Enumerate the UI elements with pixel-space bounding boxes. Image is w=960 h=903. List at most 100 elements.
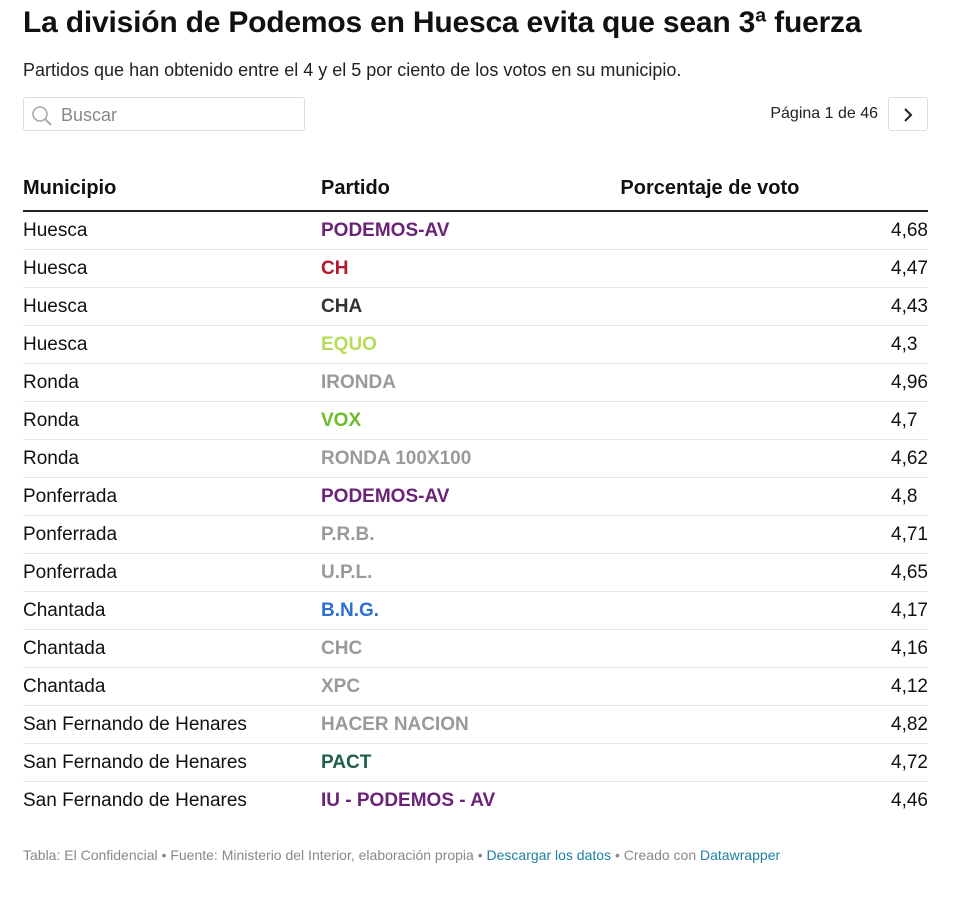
subtitle: Partidos que han obtenido entre el 4 y e… xyxy=(23,60,682,80)
partido-cell: CHC xyxy=(321,629,621,668)
porcentaje-cell: 4,12 xyxy=(620,667,928,706)
table-row: Ponferrada PODEMOS-AV 4,8 xyxy=(23,477,928,516)
municipio-cell: Ronda xyxy=(23,401,321,440)
table-row: Huesca CHA 4,43 xyxy=(23,287,928,326)
table-row: Chantada XPC 4,12 xyxy=(23,667,928,706)
porcentaje-value: 4,65 xyxy=(891,561,928,583)
porcentaje-cell: 4,16 xyxy=(620,629,928,668)
chevron-icon xyxy=(904,108,913,122)
porcentaje-cell: 4,71 xyxy=(620,515,928,554)
porcentaje-cell: 4,3 xyxy=(620,325,928,364)
table-row: Ronda IRONDA 4,96 xyxy=(23,363,928,402)
table-row: Huesca CH 4,47 xyxy=(23,249,928,288)
municipio-cell: Ponferrada xyxy=(23,515,321,554)
municipio-cell: Chantada xyxy=(23,629,321,668)
table-row: Ronda RONDA 100X100 4,62 xyxy=(23,439,928,478)
municipio-cell: San Fernando de Henares xyxy=(23,743,321,782)
partido-cell: PACT xyxy=(321,743,621,782)
partido-cell: CHA xyxy=(321,287,621,326)
column-header: Municipio xyxy=(23,166,321,212)
separator: • xyxy=(161,847,167,863)
porcentaje-value: 4,8 xyxy=(891,485,918,507)
table-row: San Fernando de Henares HACER NACION 4,82 xyxy=(23,705,928,744)
table-row: San Fernando de Henares PACT 4,72 xyxy=(23,743,928,782)
porcentaje-cell: 4,17 xyxy=(620,591,928,630)
partido-cell: B.N.G. xyxy=(321,591,621,630)
municipio-cell: Chantada xyxy=(23,591,321,630)
search-box[interactable]: Buscar xyxy=(23,97,305,131)
municipio-cell: Huesca xyxy=(23,287,321,326)
partido-cell: PODEMOS-AV xyxy=(321,211,621,250)
column-header: Porcentaje de voto xyxy=(620,166,928,212)
table-row: Chantada CHC 4,16 xyxy=(23,629,928,668)
porcentaje-value: 4,62 xyxy=(891,447,928,469)
porcentaje-cell: 4,96 xyxy=(620,363,928,402)
porcentaje-value: 4,7 xyxy=(891,409,918,431)
table-row: Huesca EQUO 4,3 xyxy=(23,325,928,364)
porcentaje-value: 4,43 xyxy=(891,295,928,317)
tool-link[interactable]: Datawrapper xyxy=(700,847,781,863)
table-body: Huesca PODEMOS-AV 4,68 Huesca CH 4,47 Huesca CH… xyxy=(23,211,928,819)
porcentaje-value: 4,46 xyxy=(891,789,928,811)
porcentaje-cell: 4,72 xyxy=(620,743,928,782)
footer-text: Creado con xyxy=(623,847,697,863)
porcentaje-value: 4,16 xyxy=(891,637,928,659)
municipio-cell: Ronda xyxy=(23,439,321,478)
porcentaje-value: 4,72 xyxy=(891,751,928,773)
footer-text: Fuente: Ministerio del Interior, elabora… xyxy=(170,847,474,863)
municipio-cell: Ponferrada xyxy=(23,477,321,516)
partido-cell: CH xyxy=(321,249,621,288)
porcentaje-cell: 4,62 xyxy=(620,439,928,478)
porcentaje-value: 4,12 xyxy=(891,675,928,697)
separator: • xyxy=(614,847,620,863)
column-header: Partido xyxy=(321,166,621,212)
porcentaje-cell: 4,68 xyxy=(620,211,928,250)
search-icon xyxy=(32,106,52,126)
porcentaje-cell: 4,82 xyxy=(620,705,928,744)
municipio-cell: Huesca xyxy=(23,211,321,250)
table-row: Ronda VOX 4,7 xyxy=(23,401,928,440)
partido-cell: IRONDA xyxy=(321,363,621,402)
municipio-cell: Huesca xyxy=(23,325,321,364)
next-page-button[interactable] xyxy=(888,97,928,131)
footer: Tabla: El Confidencial • Fuente: Ministe… xyxy=(23,847,780,863)
porcentaje-value: 4,71 xyxy=(891,523,928,545)
municipio-cell: Chantada xyxy=(23,667,321,706)
porcentaje-cell: 4,8 xyxy=(620,477,928,516)
partido-cell: EQUO xyxy=(321,325,621,364)
table-row: Huesca PODEMOS-AV 4,68 xyxy=(23,211,928,250)
partido-cell: VOX xyxy=(321,401,621,440)
partido-cell: P.R.B. xyxy=(321,515,621,554)
table-row: San Fernando de Henares IU - PODEMOS - AV… xyxy=(23,782,928,820)
pagination-label: Página 1 de 46 xyxy=(770,105,878,122)
porcentaje-value: 4,82 xyxy=(891,713,928,735)
porcentaje-cell: 4,46 xyxy=(620,782,928,820)
porcentaje-value: 4,17 xyxy=(891,599,928,621)
footer-text: Tabla: El Confidencial xyxy=(23,847,158,863)
municipio-cell: Ponferrada xyxy=(23,553,321,592)
municipio-cell: San Fernando de Henares xyxy=(23,789,247,811)
partido-cell: PODEMOS-AV xyxy=(321,477,621,516)
porcentaje-value: 4,96 xyxy=(891,371,928,393)
download-link[interactable]: Descargar los datos xyxy=(486,847,612,863)
municipio-cell: San Fernando de Henares xyxy=(23,705,321,744)
data-table: Municipio Partido Porcentaje de voto Hue… xyxy=(23,166,928,819)
table-row: Ponferrada P.R.B. 4,71 xyxy=(23,515,928,554)
partido-cell: U.P.L. xyxy=(321,553,621,592)
porcentaje-cell: 4,47 xyxy=(620,249,928,288)
partido-cell: RONDA 100X100 xyxy=(321,439,621,478)
porcentaje-cell: 4,65 xyxy=(620,553,928,592)
porcentaje-cell: 4,7 xyxy=(620,401,928,440)
partido-cell: IU - PODEMOS - AV xyxy=(321,789,496,811)
separator: • xyxy=(477,847,483,863)
table-row: Ponferrada U.P.L. 4,65 xyxy=(23,553,928,592)
porcentaje-value: 4,47 xyxy=(891,257,928,279)
search-placeholder: Buscar xyxy=(61,105,118,125)
partido-cell: HACER NACION xyxy=(321,705,621,744)
municipio-cell: Huesca xyxy=(23,249,321,288)
partido-cell: XPC xyxy=(321,667,621,706)
header-row: Municipio Partido Porcentaje de voto xyxy=(23,166,928,212)
porcentaje-cell: 4,43 xyxy=(620,287,928,326)
